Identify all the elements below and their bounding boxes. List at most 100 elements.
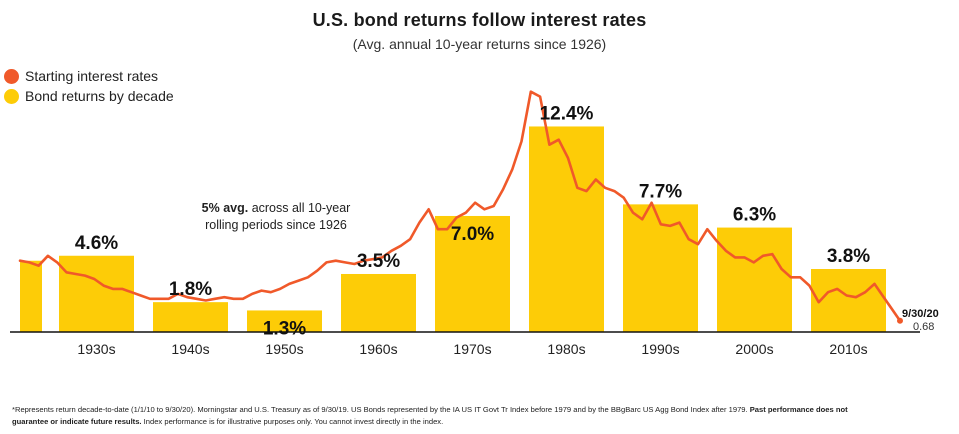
x-tick-1930s: 1930s [77, 341, 115, 357]
bar-labels-group: 4.6% 1.8% 1.3% 3.5% 7.0% 12.4% 7.7% 6.3% 3.8% [75, 103, 870, 339]
rate-point [697, 243, 699, 246]
rate-point [817, 301, 820, 304]
average-annotation: 5% avg. across all 10-year rolling perio… [186, 200, 366, 234]
legend-item-returns: Bond returns by decade [4, 86, 174, 106]
bar-1950s [247, 310, 322, 332]
rate-point [344, 261, 346, 264]
chart-title: U.S. bond returns follow interest rates [312, 10, 647, 30]
rate-point [854, 296, 857, 299]
rate-point [808, 284, 811, 287]
rate-point [381, 256, 384, 259]
rate-point [502, 188, 504, 191]
rate-point [724, 249, 727, 252]
rate-point [37, 264, 40, 267]
rate-point [882, 296, 885, 299]
rate-point [176, 292, 179, 295]
rate-point [437, 228, 439, 231]
bar-1970s [435, 215, 510, 332]
rate-point [613, 190, 616, 193]
rate-point [799, 276, 802, 279]
rate-point [167, 297, 170, 300]
bar-label-1950s: 1.3% [263, 318, 306, 339]
annotation-text-2: rolling periods since 1926 [205, 218, 347, 232]
rate-point [195, 297, 198, 300]
rate-point [204, 299, 207, 302]
bar-label-1940s: 1.8% [169, 279, 212, 300]
rate-point [28, 261, 31, 264]
chart-legend: Starting interest rates Bond returns by … [4, 66, 174, 106]
rate-point [427, 208, 430, 211]
footnote-text: *Represents return decade-to-date (1/1/1… [12, 405, 748, 414]
rate-point [762, 254, 764, 257]
rate-point [223, 296, 226, 299]
rate-point [464, 211, 467, 214]
end-label-group: 9/30/200.68 [897, 308, 939, 333]
x-axis: 1930s 1940s 1950s 1960s 1970s 1980s 1990s 2000s… [10, 331, 920, 357]
bar-2010s [811, 269, 886, 332]
bar-label-1980s: 12.4% [540, 103, 594, 124]
legend-swatch-rates [4, 68, 19, 84]
rate-point [455, 216, 458, 219]
rate-point [102, 284, 105, 287]
x-tick-1940s: 1940s [171, 341, 209, 357]
rate-point [56, 261, 59, 264]
bar-1990s [623, 204, 698, 332]
rate-point [576, 186, 579, 189]
bar-1930s [59, 255, 134, 332]
rate-point [214, 297, 216, 300]
rate-point [269, 291, 272, 294]
rate-point [873, 283, 876, 285]
rate-point [706, 228, 709, 231]
rate-point [743, 256, 746, 259]
bar-1920s-partial [20, 260, 42, 332]
rate-point [353, 263, 356, 265]
rate-point [548, 143, 551, 146]
rate-point [232, 297, 235, 300]
rate-point [260, 289, 263, 292]
rate-point [139, 294, 142, 297]
bar-label-1990s: 7.7% [639, 181, 682, 202]
footnote-text-2: Index performance is for illustrative pu… [141, 417, 444, 426]
rate-point [372, 258, 374, 260]
rate-point [418, 221, 421, 224]
chart-canvas: 4.6% 1.8% 1.3% 3.5% 7.0% 12.4% 7.7% 6.3% 3.8% 19… [10, 90, 939, 357]
end-value-label: 0.68 [913, 321, 934, 333]
legend-swatch-returns [4, 88, 19, 104]
rate-point [604, 186, 607, 189]
rate-point [149, 297, 151, 300]
rate-point [567, 157, 569, 159]
rate-point [288, 283, 291, 285]
rate-point [650, 201, 653, 204]
rate-point [65, 271, 68, 274]
rate-point [297, 279, 300, 282]
legend-label-rates: Starting interest rates [25, 68, 159, 84]
rate-point [111, 288, 114, 290]
rate-point [390, 249, 393, 252]
x-tick-1960s: 1960s [359, 341, 397, 357]
rate-point [641, 218, 644, 221]
rate-point [316, 269, 319, 272]
bars-group [20, 126, 886, 332]
rate-point [715, 239, 718, 242]
annotation-text-1: across all 10-year [248, 201, 351, 215]
rate-point [483, 208, 486, 211]
annotation-bold: 5% avg. [201, 201, 249, 215]
rate-point [19, 259, 21, 262]
x-tick-2000s: 2000s [735, 341, 773, 357]
rate-point [325, 261, 328, 264]
end-date-label: 9/30/20 [902, 308, 939, 320]
bar-label-2000s: 6.3% [733, 205, 776, 226]
rate-point [251, 292, 254, 295]
rate-point [827, 291, 829, 294]
rate-point [511, 168, 514, 171]
rate-point [789, 276, 792, 279]
rate-point [520, 140, 523, 143]
footnote-bold-1: Past performance does not [747, 405, 848, 414]
rate-point [130, 291, 133, 294]
rate-point [409, 238, 411, 241]
x-tick-1990s: 1990s [641, 341, 679, 357]
rate-point [529, 90, 532, 93]
rate-point [687, 238, 690, 241]
rate-point [307, 276, 309, 279]
end-point [897, 317, 903, 324]
